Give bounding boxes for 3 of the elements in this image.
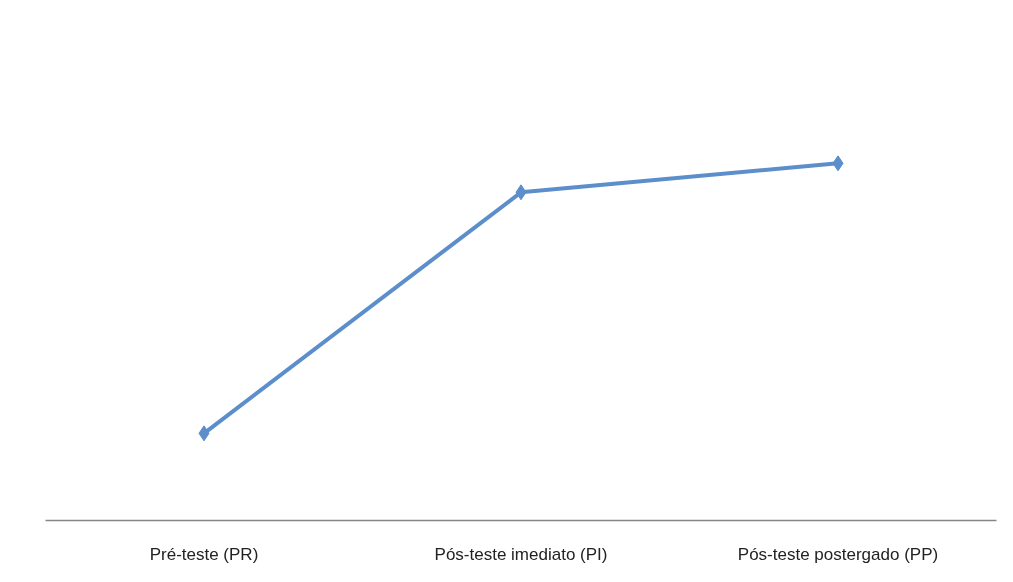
x-tick-label: Pós-teste postergado (PP) — [737, 544, 939, 564]
x-tick-label: Pós-teste imediato (PI) — [434, 544, 608, 564]
x-tick-label: Pré-teste (PR) — [149, 544, 259, 564]
